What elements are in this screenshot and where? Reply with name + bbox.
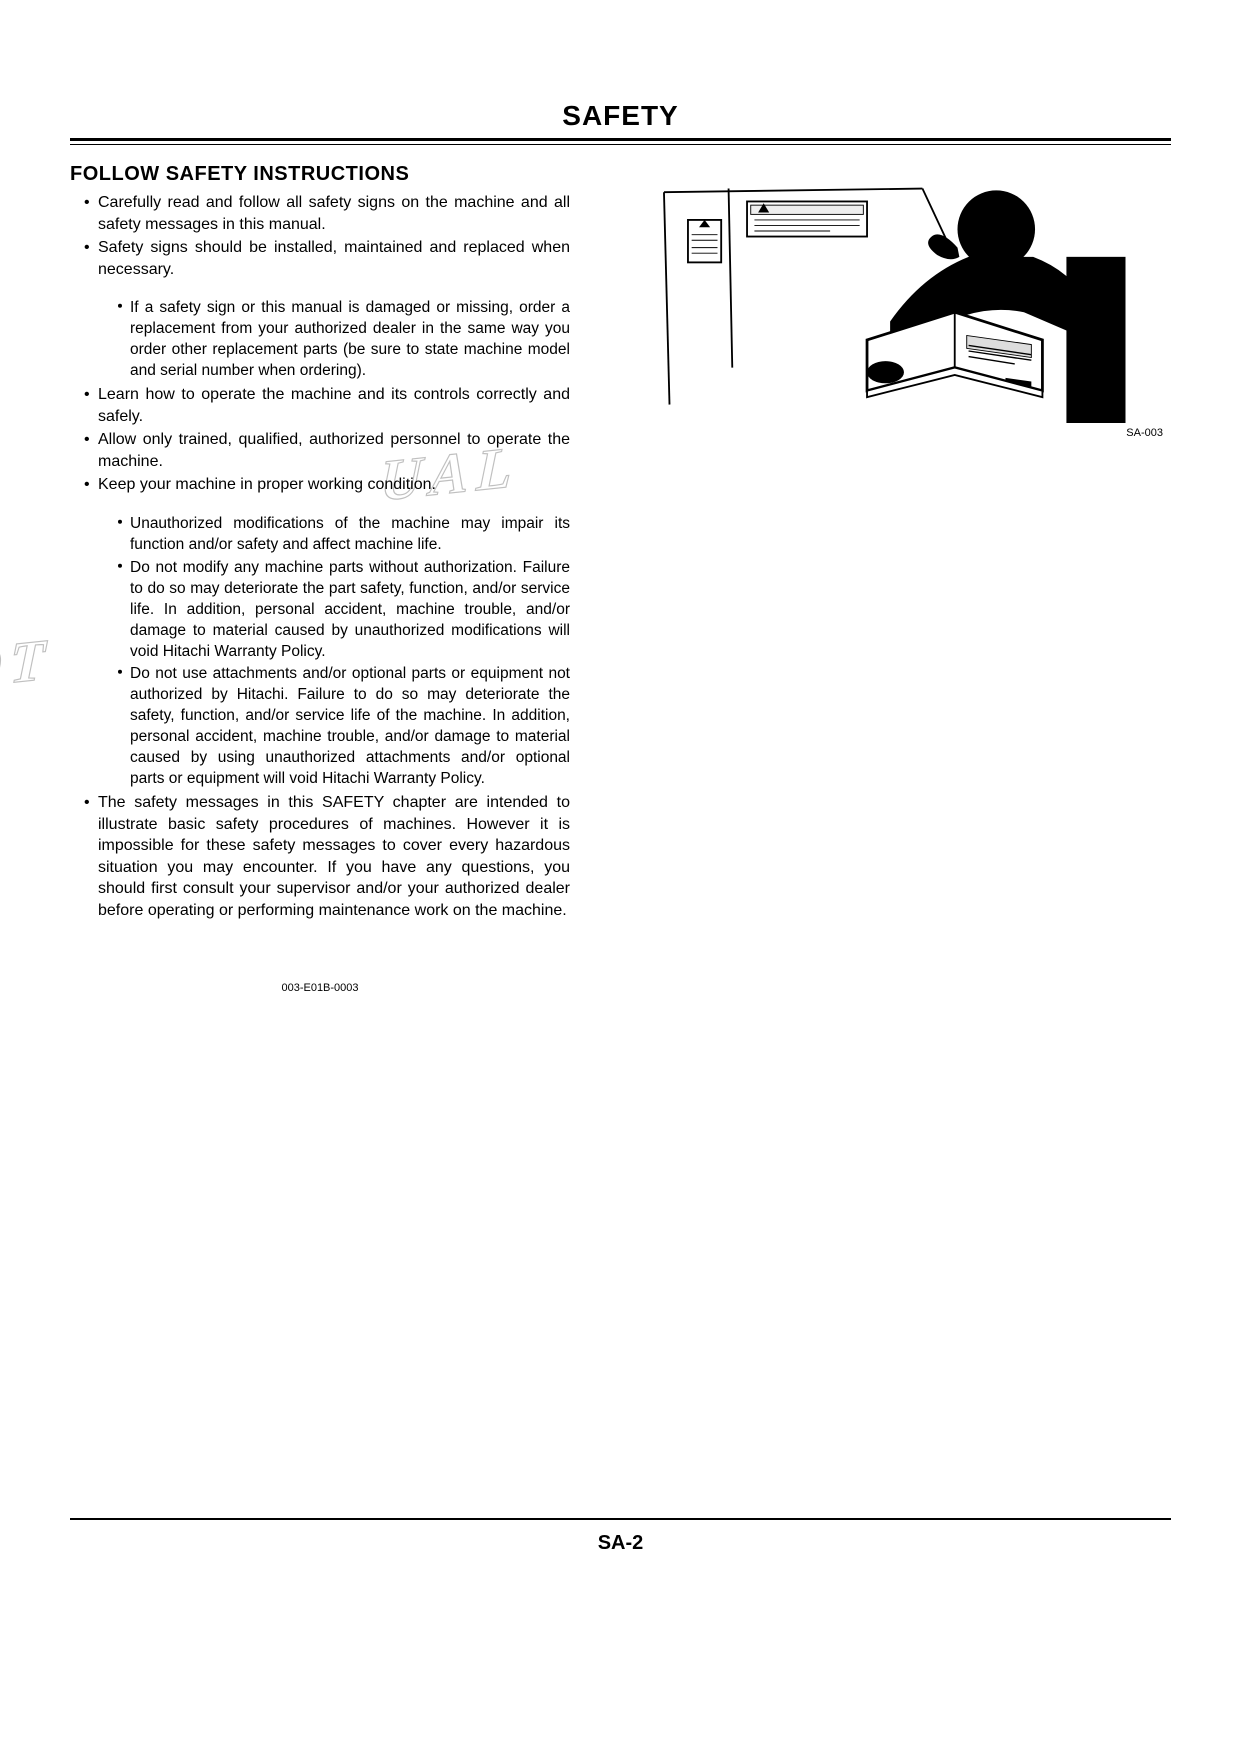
- list-item: If a safety sign or this manual is damag…: [116, 298, 570, 382]
- list-item: The safety messages in this SAFETY chapt…: [84, 792, 570, 922]
- list-item: Safety signs should be installed, mainta…: [84, 237, 570, 382]
- list-item: Do not modify any machine parts without …: [116, 558, 570, 663]
- page-number: SA-2: [70, 1532, 1171, 1555]
- bullet-list: Carefully read and follow all safety sig…: [70, 192, 570, 922]
- safety-illustration: [600, 183, 1171, 423]
- content-row: FOLLOW SAFETY INSTRUCTIONS Carefully rea…: [70, 163, 1171, 994]
- list-item: Carefully read and follow all safety sig…: [84, 192, 570, 235]
- sub-bullet-list: If a safety sign or this manual is damag…: [98, 298, 570, 382]
- list-item-text: Safety signs should be installed, mainta…: [98, 239, 570, 278]
- image-code: SA-003: [600, 427, 1171, 439]
- reading-manual-icon: [600, 183, 1171, 423]
- list-item: Keep your machine in proper working cond…: [84, 474, 570, 790]
- sub-bullet-list: Unauthorized modifications of the machin…: [98, 514, 570, 790]
- page-footer: SA-2: [70, 1518, 1171, 1555]
- list-item: Do not use attachments and/or optional p…: [116, 664, 570, 790]
- list-item: Unauthorized modifications of the machin…: [116, 514, 570, 556]
- section-heading: FOLLOW SAFETY INSTRUCTIONS: [70, 163, 570, 186]
- text-column: FOLLOW SAFETY INSTRUCTIONS Carefully rea…: [70, 163, 570, 994]
- page-container: UAL OT SAFETY FOLLOW SAFETY INSTRUCTIONS…: [0, 0, 1241, 1755]
- document-code: 003-E01B-0003: [70, 982, 570, 994]
- list-item-text: Keep your machine in proper working cond…: [98, 476, 436, 493]
- list-item: Learn how to operate the machine and its…: [84, 384, 570, 427]
- illustration-column: SA-003: [600, 163, 1171, 439]
- footer-rule: [70, 1518, 1171, 1520]
- list-item: Allow only trained, qualified, authorize…: [84, 429, 570, 472]
- title-rule-thick: [70, 138, 1171, 141]
- page-title: SAFETY: [70, 100, 1171, 138]
- watermark-text: OT: [0, 625, 54, 702]
- title-rule-thin: [70, 144, 1171, 145]
